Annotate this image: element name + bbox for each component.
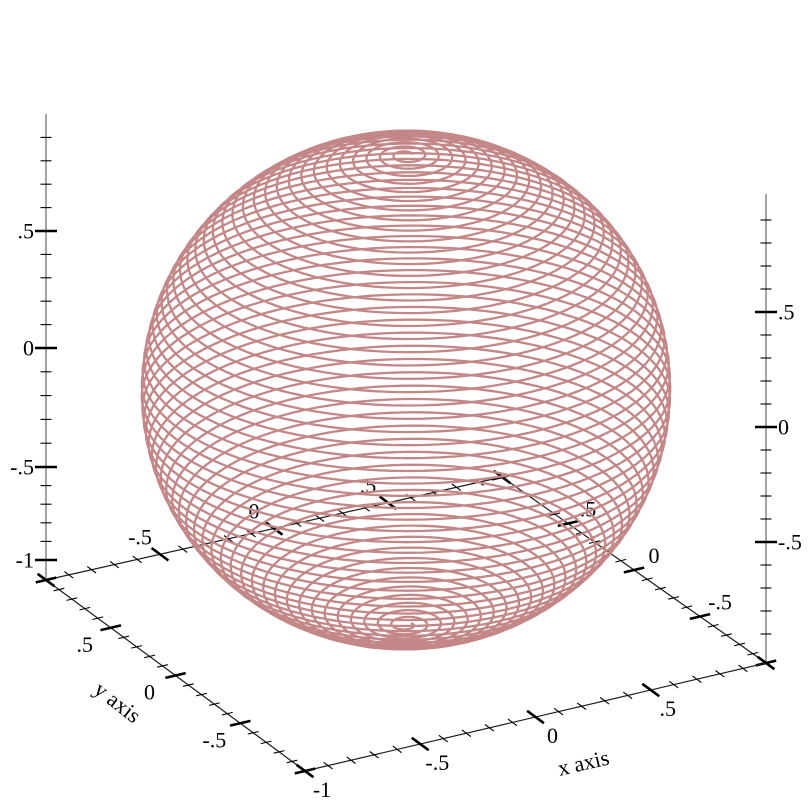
minor-tick	[92, 616, 104, 621]
major-tick	[35, 576, 57, 584]
tick-label: .5	[660, 696, 677, 721]
tick-label: -.5	[425, 750, 449, 775]
minor-tick	[734, 642, 746, 647]
tick-label: 0	[547, 723, 558, 748]
major-tick	[150, 546, 170, 562]
minor-tick	[507, 718, 518, 727]
tick-label: -.5	[10, 455, 34, 480]
minor-tick	[223, 535, 234, 543]
minor-tick	[599, 697, 610, 705]
tick-label: 0	[23, 336, 34, 361]
z-axis-left: .5 0 -.5 -1	[10, 114, 57, 580]
minor-tick	[681, 605, 693, 610]
tick-label: -.5	[202, 727, 226, 752]
major-tick	[641, 682, 660, 698]
minor-tick	[576, 702, 587, 710]
minor-tick	[109, 560, 120, 569]
tick-label: 0	[649, 543, 660, 568]
tick-label: -.5	[778, 530, 802, 555]
minor-tick	[182, 683, 194, 687]
minor-tick	[157, 664, 169, 668]
tick-label: 0	[144, 680, 155, 705]
minor-tick	[346, 756, 356, 764]
major-tick	[526, 709, 545, 725]
tick-label: .5	[778, 300, 795, 325]
minor-tick	[668, 596, 680, 600]
major-tick	[689, 612, 711, 621]
minor-tick	[747, 651, 759, 656]
minor-tick	[132, 555, 142, 564]
minor-tick	[221, 711, 233, 716]
minor-tick	[720, 633, 732, 637]
major-tick	[411, 736, 430, 752]
minor-tick	[692, 675, 702, 683]
minor-tick	[144, 654, 156, 659]
minor-tick	[64, 571, 74, 579]
minor-tick	[669, 680, 679, 689]
major-tick	[100, 624, 122, 632]
major-tick	[165, 671, 186, 680]
minor-tick	[178, 545, 188, 553]
minor-tick	[392, 745, 402, 754]
spherical-spiral-curve	[140, 129, 672, 651]
tick-label: -1	[313, 777, 331, 802]
minor-tick	[118, 635, 130, 640]
tick-label: -1	[16, 548, 34, 573]
minor-tick	[715, 670, 725, 678]
minor-tick	[66, 597, 78, 601]
minor-tick	[53, 587, 65, 592]
minor-tick	[86, 565, 97, 574]
y-axis-near: .5 0 -.5	[35, 576, 316, 775]
tick-label: .5	[18, 219, 35, 244]
x-axis-title: x axis	[555, 745, 611, 781]
minor-tick	[622, 691, 633, 700]
minor-tick	[131, 645, 143, 649]
minor-tick	[438, 734, 449, 743]
x-axis-near: -1 -.5 0 .5	[295, 655, 776, 802]
minor-tick	[208, 702, 220, 706]
minor-tick	[451, 483, 462, 492]
minor-tick	[549, 512, 561, 517]
tick-label: 0	[778, 415, 789, 440]
minor-tick	[323, 761, 333, 770]
minor-tick	[286, 759, 298, 764]
major-tick	[623, 566, 645, 574]
minor-tick	[615, 558, 627, 563]
minor-tick	[484, 724, 495, 732]
minor-tick	[273, 750, 285, 754]
minor-tick	[246, 529, 256, 538]
minor-tick	[79, 606, 91, 611]
major-tick	[756, 655, 776, 671]
minor-tick	[314, 514, 325, 522]
axis-titles: x axis y axis	[89, 676, 611, 780]
y-axis-far: .50-.5	[491, 473, 777, 667]
z-axis-right: .5 0 -.5	[755, 194, 802, 663]
tick-label: .5	[77, 632, 94, 657]
minor-tick	[641, 577, 653, 582]
tick-label: -.5	[708, 590, 732, 615]
minor-tick	[738, 664, 748, 673]
major-tick	[229, 719, 251, 727]
tick-label: -.5	[128, 524, 152, 549]
minor-tick	[260, 740, 272, 745]
minor-tick	[461, 729, 472, 737]
minor-tick	[195, 692, 207, 697]
minor-tick	[247, 730, 259, 735]
major-tick	[295, 763, 315, 779]
minor-tick	[553, 707, 564, 716]
minor-tick	[369, 751, 379, 759]
minor-tick	[654, 586, 666, 591]
minor-tick	[707, 623, 719, 628]
y-axis-title: y axis	[89, 676, 145, 728]
minor-tick	[337, 509, 348, 517]
